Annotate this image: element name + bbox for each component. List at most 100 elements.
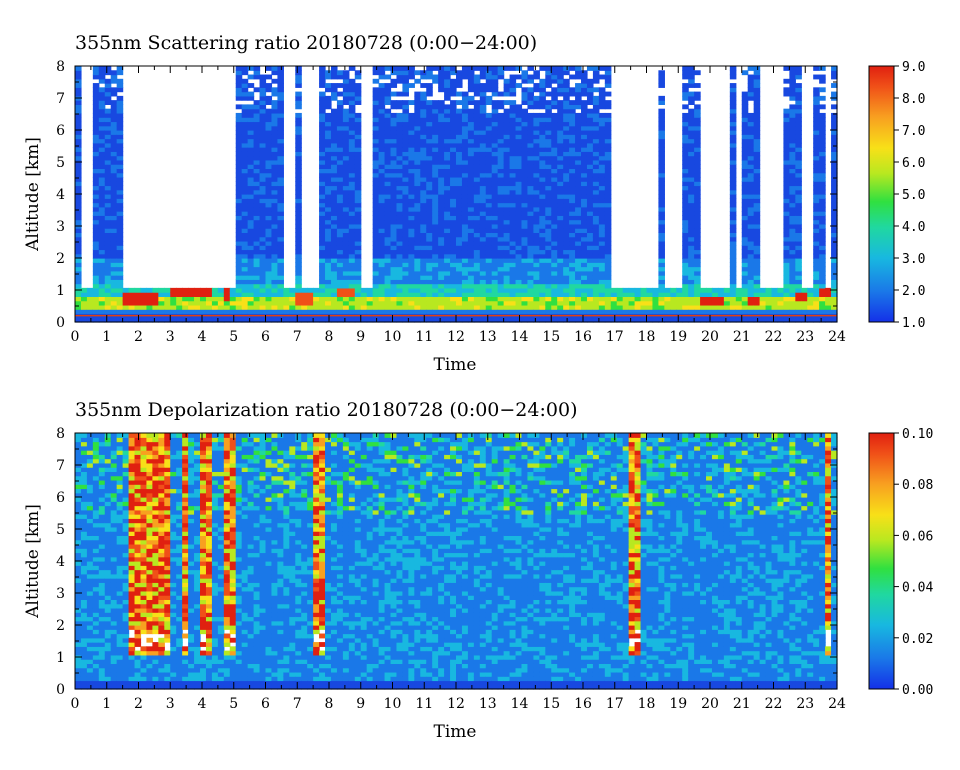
heatmap-cell	[753, 309, 761, 315]
heatmap-cell	[551, 168, 558, 174]
heatmap-cell	[503, 147, 511, 152]
heatmap-cell	[557, 112, 564, 118]
heatmap-cell	[336, 83, 344, 88]
heatmap-cell	[277, 117, 284, 123]
heatmap-cell	[420, 211, 427, 216]
heatmap-cell	[813, 258, 820, 263]
heatmap-cell	[753, 138, 761, 144]
heatmap-cell	[402, 74, 409, 80]
heatmap-cell	[450, 104, 457, 110]
heatmap-cell	[717, 296, 725, 302]
heatmap-cell	[813, 138, 820, 144]
heatmap-cell	[223, 317, 231, 323]
heatmap-cell	[598, 176, 606, 182]
heatmap-cell	[789, 78, 796, 84]
heatmap-cell	[467, 253, 475, 259]
heatmap-cell	[92, 240, 100, 246]
heatmap-cell	[366, 296, 374, 302]
heatmap-cell	[581, 270, 588, 276]
heatmap-cell	[604, 270, 612, 276]
heatmap-cell	[295, 275, 302, 280]
heatmap-cell	[420, 151, 427, 157]
heatmap-cell	[521, 283, 529, 289]
heatmap-cell	[98, 172, 106, 178]
heatmap-cell	[92, 164, 100, 169]
heatmap-cell	[551, 159, 558, 165]
heatmap-cell	[277, 155, 284, 161]
heatmap-cell	[295, 236, 302, 242]
heatmap-cell	[342, 206, 350, 212]
heatmap-cell	[753, 279, 761, 285]
heatmap-cell	[116, 262, 124, 268]
heatmap-cell	[586, 176, 594, 182]
heatmap-cell	[223, 309, 231, 315]
heatmap-cell	[795, 245, 802, 251]
heatmap-cell	[271, 151, 278, 157]
heatmap-cell	[581, 185, 588, 191]
heatmap-cell	[813, 66, 820, 71]
heatmap-cell	[301, 300, 308, 306]
heatmap-cell	[378, 181, 386, 187]
heatmap-cell	[586, 309, 594, 315]
heatmap-cell	[539, 138, 546, 144]
heatmap-cell	[491, 189, 499, 195]
heatmap-cell	[813, 147, 820, 152]
heatmap-cell	[479, 108, 487, 114]
heatmap-cell	[372, 292, 380, 297]
heatmap-cell	[396, 317, 404, 323]
heatmap-cell	[235, 202, 243, 208]
heatmap-cell	[753, 249, 761, 255]
heatmap-cell	[729, 300, 737, 306]
heatmap-cell	[581, 283, 588, 289]
heatmap-cell	[235, 83, 243, 88]
heatmap-cell	[497, 304, 505, 310]
heatmap-cell	[348, 317, 356, 323]
heatmap-cell	[670, 296, 677, 302]
heatmap-cell	[813, 270, 820, 276]
heatmap-cell	[319, 134, 326, 140]
heatmap-cell	[551, 134, 558, 140]
heatmap-cell	[497, 262, 505, 268]
heatmap-cell	[753, 95, 761, 101]
heatmap-cell	[354, 130, 362, 135]
heatmap-cell	[75, 663, 82, 669]
heatmap-cell	[342, 215, 350, 221]
heatmap-cell	[396, 304, 404, 310]
heatmap-cell	[586, 296, 594, 302]
heatmap-cell	[819, 232, 826, 238]
heatmap-cell	[438, 168, 445, 174]
heatmap-cell	[723, 304, 731, 310]
heatmap-cell	[753, 147, 761, 152]
heatmap-cell	[515, 112, 523, 118]
heatmap-cell	[396, 100, 404, 105]
heatmap-cell	[789, 258, 796, 263]
heatmap-cell	[473, 292, 481, 297]
heatmap-cell	[414, 78, 421, 84]
heatmap-cell	[479, 112, 487, 118]
heatmap-cell	[515, 253, 523, 259]
heatmap-cell	[319, 142, 326, 148]
heatmap-cell	[586, 300, 594, 306]
heatmap-cell	[604, 317, 612, 323]
heatmap-cell	[539, 292, 546, 297]
heatmap-cell	[414, 275, 421, 280]
heatmap-cell	[271, 164, 278, 169]
heatmap-cell	[259, 87, 267, 93]
heatmap-cell	[658, 108, 665, 114]
heatmap-cell	[372, 189, 380, 195]
heatmap-cell	[194, 304, 201, 310]
heatmap-cell	[211, 292, 219, 297]
heatmap-cell	[485, 125, 493, 131]
heatmap-cell	[146, 287, 153, 293]
heatmap-cell	[461, 108, 469, 114]
heatmap-cell	[104, 296, 112, 302]
heatmap-cell	[378, 91, 386, 97]
heatmap-cell	[497, 219, 505, 225]
heatmap-cell	[539, 198, 546, 204]
heatmap-cell	[592, 211, 600, 216]
heatmap-cell	[116, 309, 124, 315]
heatmap-cell	[473, 215, 481, 221]
heatmap-cell	[420, 253, 427, 259]
heatmap-cell	[479, 159, 487, 165]
heatmap-cell	[533, 189, 540, 195]
